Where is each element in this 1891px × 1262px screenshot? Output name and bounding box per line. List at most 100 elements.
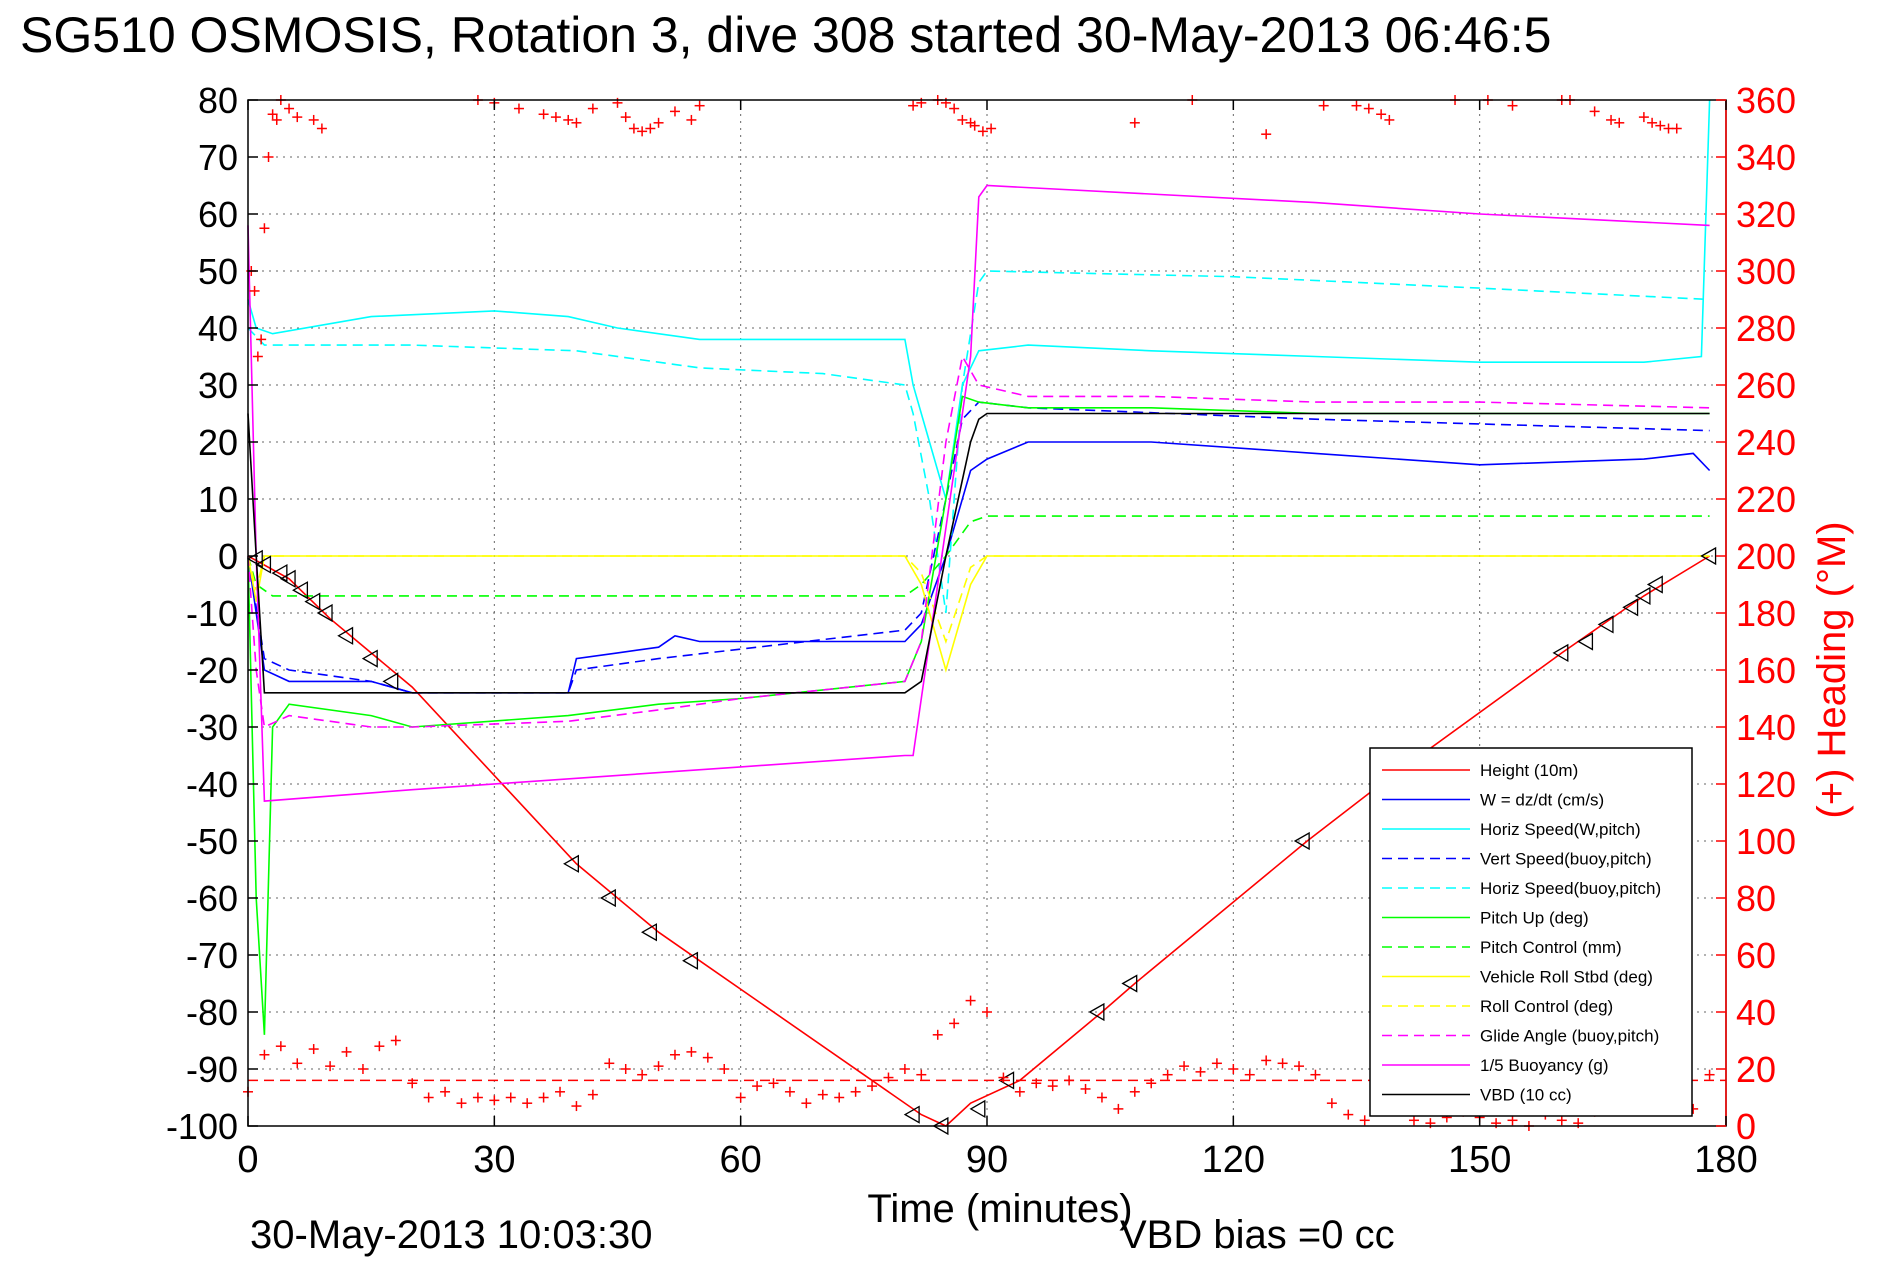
right-axis-label: (+) Heading (°M) bbox=[1810, 521, 1854, 818]
y-tick-label: -80 bbox=[186, 992, 238, 1033]
series-pitch_control bbox=[247, 515, 1710, 597]
vbd-marker bbox=[1088, 1002, 1105, 1022]
heading-point bbox=[1363, 103, 1374, 114]
x-tick-label: 150 bbox=[1448, 1139, 1511, 1181]
legend-label: Vehicle Roll Stbd (deg) bbox=[1480, 968, 1653, 987]
heading-point bbox=[817, 1089, 828, 1100]
heading-point bbox=[1384, 114, 1395, 125]
heading-point bbox=[969, 120, 980, 131]
heading-point bbox=[1556, 1115, 1567, 1126]
heading-point bbox=[719, 1064, 730, 1074]
heading-point bbox=[472, 1092, 483, 1103]
legend-box bbox=[1369, 747, 1693, 1117]
heading-point bbox=[1129, 1086, 1140, 1097]
y-tick-label: -100 bbox=[166, 1106, 238, 1147]
legend-label: 1/5 Buoyancy (g) bbox=[1480, 1056, 1609, 1075]
legend-label: VBD (10 cc) bbox=[1480, 1086, 1572, 1105]
heading-point bbox=[1647, 117, 1658, 128]
heading-point bbox=[1638, 112, 1649, 123]
vbd-marker bbox=[998, 1071, 1015, 1090]
heading-point bbox=[1064, 1075, 1075, 1086]
heading-point bbox=[1261, 1055, 1272, 1066]
vbd-marker bbox=[969, 1099, 986, 1119]
heading-point bbox=[571, 117, 582, 128]
heading-point bbox=[571, 1101, 582, 1112]
heading-point bbox=[587, 1089, 598, 1100]
heading-point bbox=[686, 1046, 697, 1057]
legend-label: Horiz Speed(W,pitch) bbox=[1480, 820, 1641, 839]
heading-point bbox=[1310, 1069, 1321, 1080]
heading-point bbox=[1351, 100, 1362, 111]
x-tick-label: 0 bbox=[237, 1139, 258, 1181]
y2-tick-label: 40 bbox=[1736, 992, 1776, 1033]
series-horiz_w bbox=[247, 99, 1711, 500]
heading-point bbox=[1277, 1058, 1288, 1069]
y2-tick-label: 80 bbox=[1736, 878, 1776, 919]
heading-point bbox=[275, 1041, 286, 1052]
series-height bbox=[247, 555, 1711, 1127]
series-buoyancy bbox=[247, 184, 1710, 802]
heading-point bbox=[1031, 1078, 1042, 1089]
heading-point bbox=[1507, 100, 1518, 111]
vbd-marker bbox=[279, 569, 296, 588]
y2-tick-label: 200 bbox=[1736, 536, 1796, 577]
vbd-markers bbox=[246, 546, 1717, 1136]
heading-point bbox=[341, 1046, 352, 1057]
y2-tick-label: 60 bbox=[1736, 935, 1776, 976]
y2-tick-label: 320 bbox=[1736, 194, 1796, 235]
heading-point bbox=[977, 126, 988, 137]
heading-point bbox=[1408, 1115, 1419, 1126]
heading-point bbox=[645, 123, 656, 134]
y2-tick-label: 300 bbox=[1736, 251, 1796, 292]
heading-point bbox=[1244, 1069, 1255, 1080]
heading-point bbox=[669, 1049, 680, 1060]
heading-point bbox=[1080, 1083, 1091, 1094]
heading-point bbox=[834, 1092, 845, 1103]
heading-point bbox=[1129, 117, 1140, 128]
series-vbd bbox=[247, 412, 1710, 694]
heading-point bbox=[1507, 1115, 1518, 1126]
heading-point bbox=[986, 123, 997, 134]
heading-point bbox=[563, 114, 574, 125]
heading-point bbox=[669, 106, 680, 117]
heading-point bbox=[752, 1081, 763, 1092]
heading-point bbox=[538, 1092, 549, 1103]
series-vert_buoy bbox=[247, 401, 1710, 694]
vbd-marker bbox=[1700, 546, 1717, 566]
x-tick-label: 120 bbox=[1202, 1139, 1265, 1181]
heading-point bbox=[1014, 1086, 1025, 1097]
heading-point bbox=[1655, 120, 1666, 131]
y2-tick-label: 160 bbox=[1736, 650, 1796, 691]
heading-point bbox=[1047, 1081, 1058, 1092]
vbd-marker bbox=[361, 649, 378, 668]
vbd-marker bbox=[1646, 575, 1663, 594]
heading-point bbox=[867, 1081, 878, 1092]
y-tick-label: 0 bbox=[218, 536, 238, 577]
y-tick-label: 20 bbox=[198, 422, 238, 463]
heading-point bbox=[1294, 1061, 1305, 1072]
y-tick-label: 40 bbox=[198, 308, 238, 349]
vbd-marker bbox=[382, 672, 399, 691]
vbd-marker bbox=[1622, 598, 1639, 617]
heading-point bbox=[1113, 1103, 1124, 1114]
y2-tick-label: 180 bbox=[1736, 593, 1796, 634]
heading-point bbox=[1671, 123, 1682, 134]
x-tick-label: 30 bbox=[473, 1139, 515, 1181]
y2-tick-label: 260 bbox=[1736, 365, 1796, 406]
heading-point bbox=[702, 1052, 713, 1063]
heading-point bbox=[538, 109, 549, 120]
heading-point bbox=[1359, 1115, 1370, 1126]
vbd-marker bbox=[1634, 586, 1651, 606]
y-tick-label: 10 bbox=[198, 479, 238, 520]
y2-tick-label: 100 bbox=[1736, 821, 1796, 862]
heading-point bbox=[267, 109, 278, 120]
y-tick-label: -90 bbox=[186, 1049, 238, 1090]
heading-point bbox=[949, 103, 960, 114]
heading-point bbox=[555, 1086, 566, 1097]
heading-point bbox=[252, 351, 263, 362]
y-tick-label: -40 bbox=[186, 764, 238, 805]
heading-point bbox=[932, 1029, 943, 1040]
y2-tick-label: 340 bbox=[1736, 137, 1796, 178]
heading-point bbox=[883, 1072, 894, 1083]
